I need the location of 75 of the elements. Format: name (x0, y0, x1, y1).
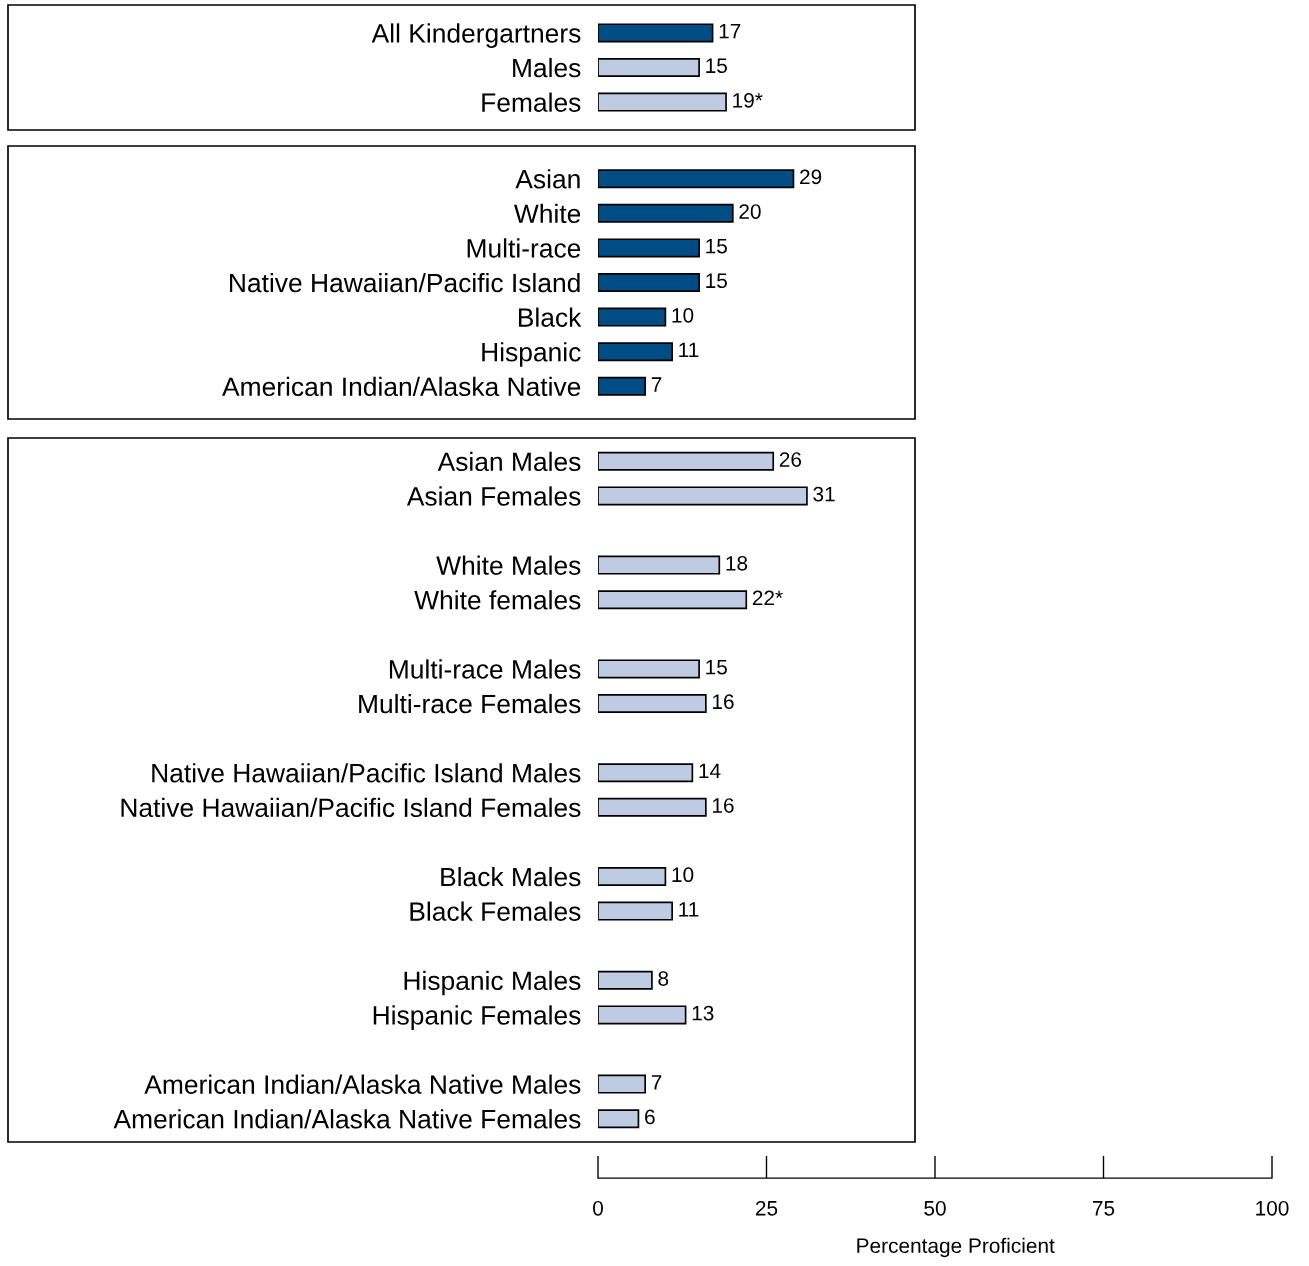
y-tick-label: Multi-race (467, 238, 581, 258)
bar (598, 694, 707, 713)
bar (598, 555, 721, 575)
bar (598, 1109, 640, 1129)
y-tick-label: Black (518, 307, 582, 327)
data-label: 29 (800, 169, 822, 185)
data-label: 20 (739, 204, 761, 219)
bar (598, 342, 673, 362)
y-tick-label: Black Males (441, 866, 581, 887)
bar (598, 867, 667, 886)
data-label: 7 (651, 377, 662, 392)
bar (598, 169, 795, 189)
data-label: 31 (813, 486, 835, 502)
bar (598, 590, 748, 610)
y-tick-label: Native Hawaiian/Pacific Island Males (152, 763, 581, 783)
y-tick-label: Asian (515, 169, 580, 189)
y-tick-label: All Kindergartners (371, 23, 581, 48)
x-tick-label: 75 (1092, 1201, 1115, 1216)
data-label: 13 (692, 1005, 714, 1021)
data-label: 7 (651, 1075, 662, 1090)
data-label: 16 (712, 798, 734, 813)
bar (598, 307, 667, 327)
y-tick-label: Males (513, 57, 581, 78)
x-tick-label: 0 (593, 1200, 603, 1216)
data-label: 6 (645, 1109, 655, 1125)
data-label: 16 (712, 694, 734, 710)
bar (598, 1074, 647, 1094)
y-tick-label: Black Females (410, 901, 581, 921)
x-tick-label: 25 (755, 1200, 778, 1216)
bar (598, 238, 700, 258)
bar (598, 659, 700, 679)
data-label: 22* (752, 590, 783, 606)
y-tick-label: Multi-race Females (359, 693, 581, 714)
y-tick-label: Hispanic Males (404, 970, 581, 996)
y-tick-label: Asian Males (437, 451, 581, 472)
bar (598, 451, 775, 471)
data-label: 26 (779, 452, 802, 467)
y-tick-label: American Indian/Alaska Native (222, 376, 581, 397)
bar (598, 763, 694, 783)
y-tick-label: American Indian/Alaska Native Males (144, 1074, 581, 1094)
y-tick-label: White Males (436, 555, 581, 575)
bar (598, 901, 673, 921)
data-label: 10 (672, 867, 694, 883)
data-label: 15 (706, 659, 727, 675)
data-label: 8 (658, 971, 669, 986)
y-tick-label: Native Hawaiian/Pacific Island (230, 272, 580, 293)
bar (598, 486, 808, 506)
data-label: 14 (699, 763, 721, 779)
x-tick-label: 100 (1256, 1200, 1289, 1216)
bar (598, 1005, 687, 1025)
x-axis-title: Percentage Proficient (857, 1237, 1055, 1258)
y-tick-label: Hispanic (482, 342, 581, 367)
y-tick-label: Asian Females (406, 486, 581, 506)
y-tick-label: American Indian/Alaska Native Females (113, 1109, 581, 1129)
data-label: 11 (679, 342, 699, 358)
y-tick-label: Females (482, 92, 581, 112)
data-label: 15 (706, 58, 727, 74)
y-tick-label: Native Hawaiian/Pacific Island Females (121, 797, 581, 818)
data-label: 15 (706, 238, 727, 254)
bar (598, 273, 700, 292)
bar (598, 797, 707, 817)
y-tick-label: White (514, 203, 581, 224)
bar (598, 970, 653, 990)
data-label: 18 (726, 555, 748, 571)
y-tick-label: Hispanic Females (373, 1005, 581, 1030)
data-label: 17 (719, 23, 741, 39)
data-label: 10 (672, 307, 694, 323)
y-tick-label: Multi-race Males (389, 659, 581, 679)
data-label: 19* (733, 92, 763, 108)
bar (598, 203, 734, 223)
data-label: 15 (706, 273, 727, 289)
y-tick-label: White females (414, 590, 581, 610)
x-tick-label: 50 (924, 1200, 946, 1216)
bar (598, 376, 647, 396)
data-label: 11 (679, 902, 699, 917)
